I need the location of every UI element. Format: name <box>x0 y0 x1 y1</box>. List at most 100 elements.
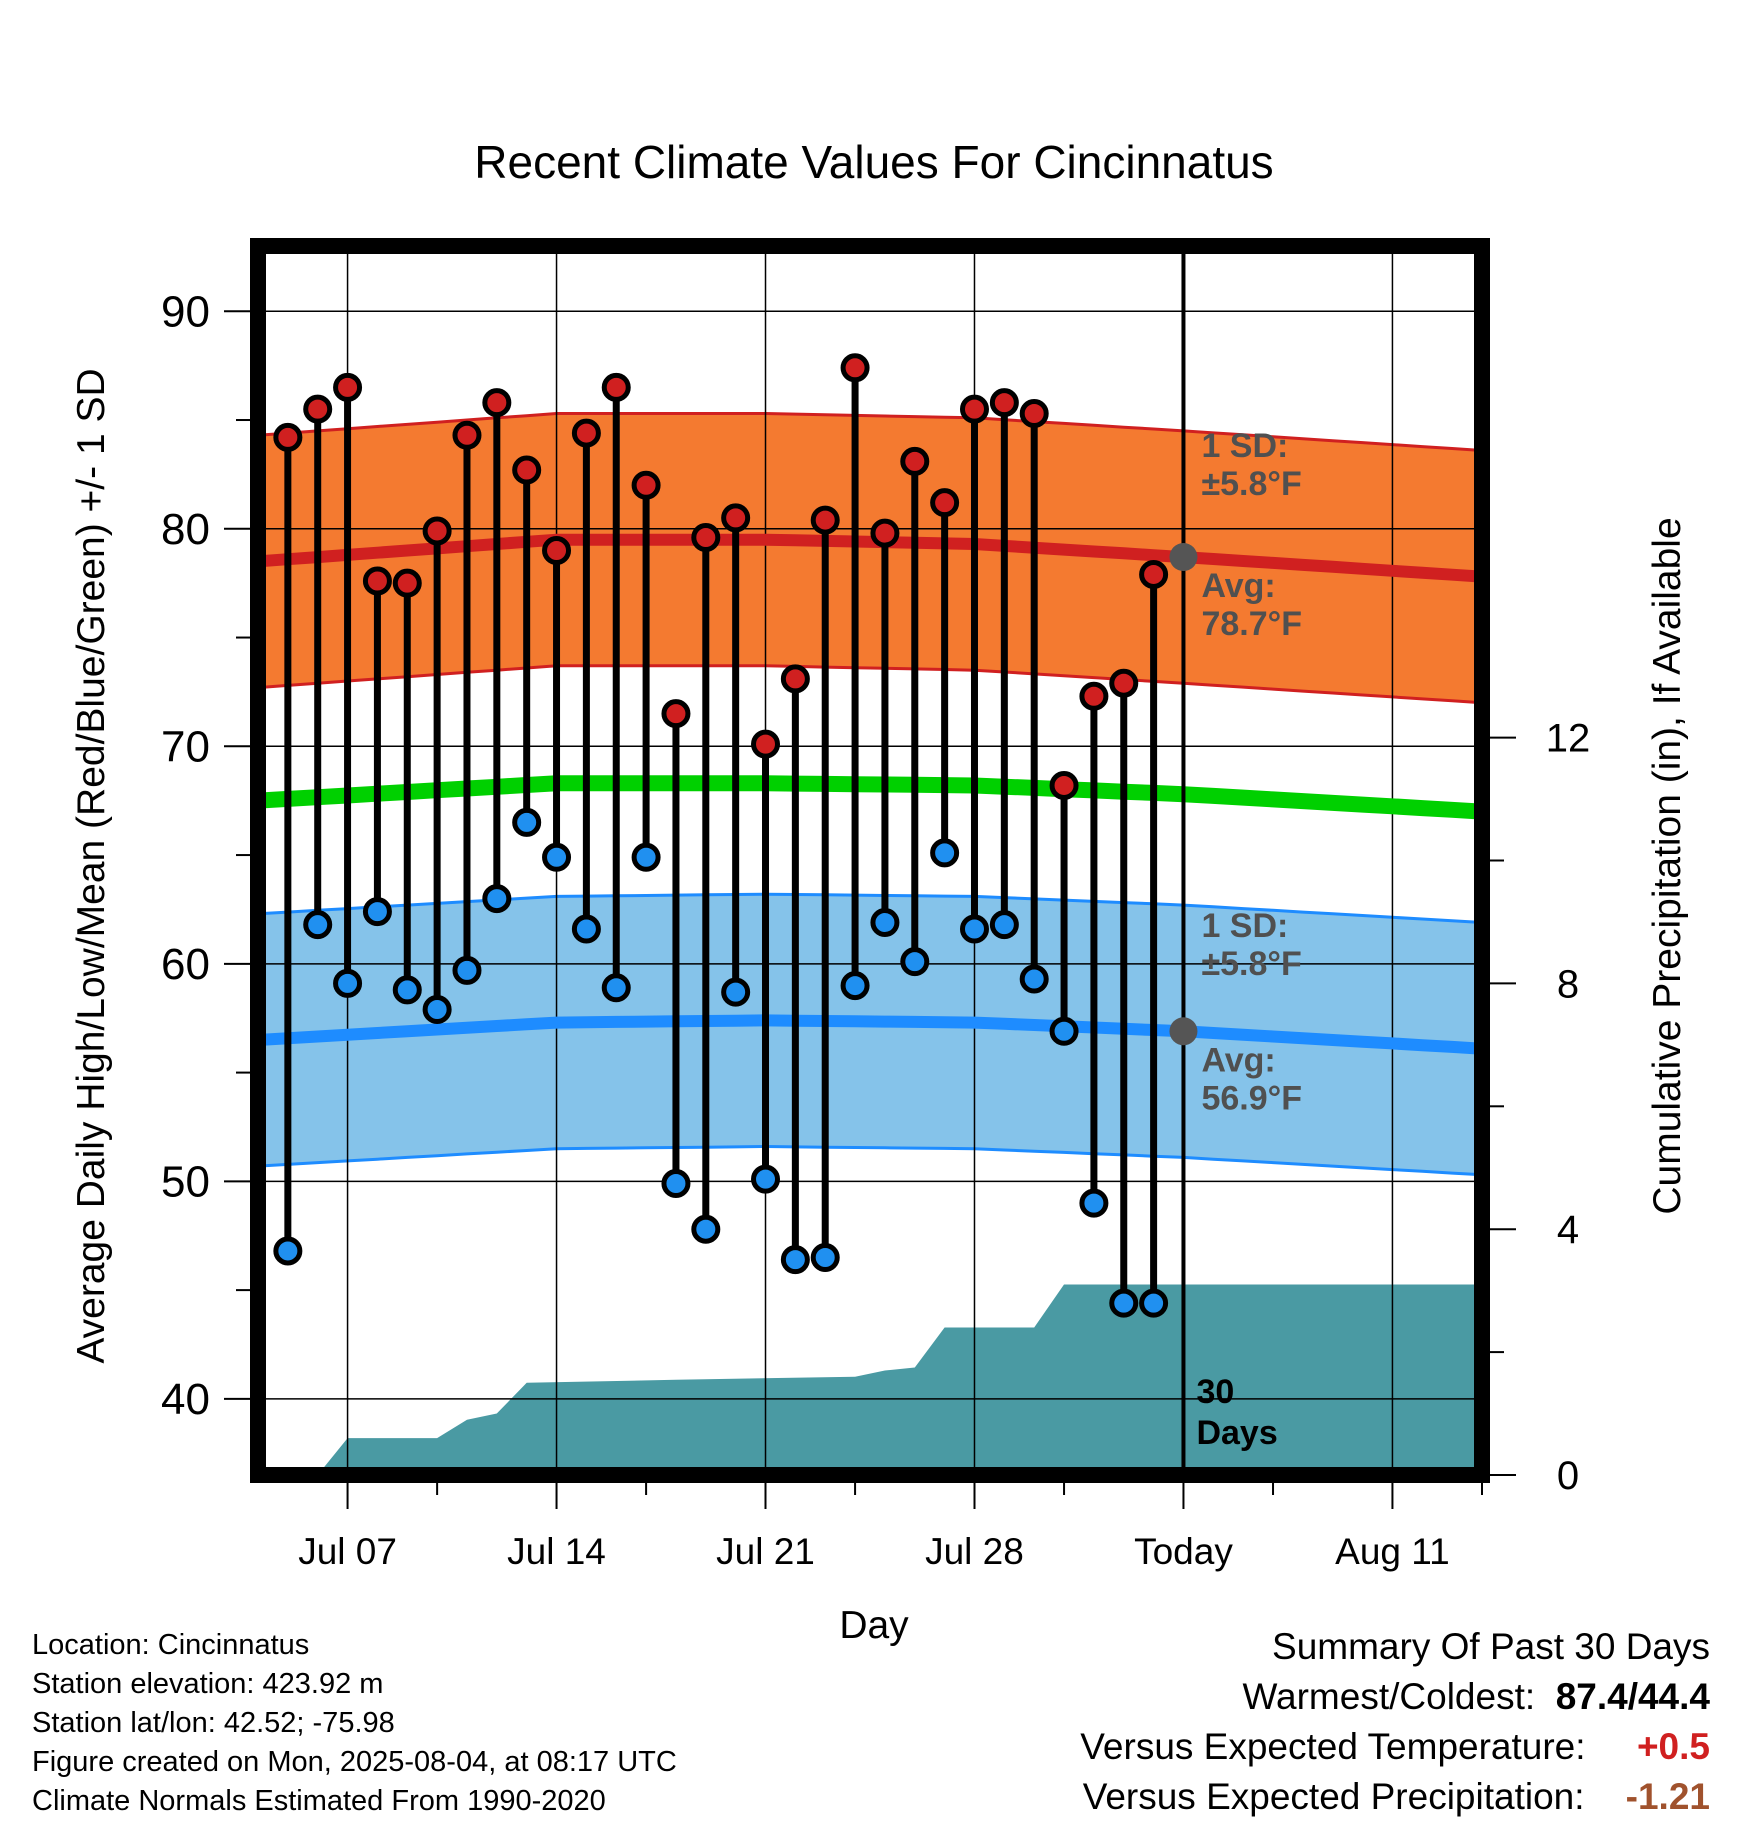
y-tick-label: 70 <box>161 722 210 771</box>
high-point <box>840 353 870 383</box>
low-point <box>571 914 601 944</box>
high-point <box>333 372 363 402</box>
high_sd-label: 1 SD: <box>1201 427 1288 465</box>
normal-high-line <box>258 533 1482 583</box>
low-point <box>542 842 572 872</box>
low-point <box>691 1214 721 1244</box>
low-sd-band-upper-edge <box>258 892 1482 924</box>
observations <box>273 353 1169 1318</box>
low-point <box>392 975 422 1005</box>
footer-latlon: Station lat/lon: 42.52; -75.98 <box>32 1707 395 1739</box>
summary-warmest-value: 87.4/44.4 <box>1555 1676 1710 1717</box>
today-low-marker <box>1169 1017 1198 1046</box>
high-point <box>780 664 810 694</box>
high-point <box>512 455 542 485</box>
normal-mean-line <box>258 775 1482 820</box>
high-point <box>273 422 303 452</box>
high-sd-band-upper-edge <box>258 412 1482 452</box>
low-point <box>870 907 900 937</box>
low-point <box>1109 1288 1139 1318</box>
low-point <box>631 842 661 872</box>
y2-tick-label: 4 <box>1557 1208 1579 1252</box>
low-point <box>1049 1016 1079 1046</box>
footer-location: Location: Cincinnatus <box>32 1629 310 1661</box>
high-point <box>542 536 572 566</box>
high-point <box>1019 398 1049 428</box>
low_sd-value: ±5.8°F <box>1201 945 1301 983</box>
x-tick-label: Jul 14 <box>507 1531 606 1572</box>
summary-precip-row: Versus Expected Precipitation: -1.21 <box>1083 1772 1710 1822</box>
summary-warmest-row: Warmest/Coldest: 87.4/44.4 <box>1242 1672 1710 1722</box>
low_sd-label: 1 SD: <box>1201 907 1288 945</box>
footer-normals: Climate Normals Estimated From 1990-2020 <box>32 1785 606 1817</box>
x-tick-label: Today <box>1134 1531 1233 1572</box>
high-sd-band <box>258 413 1482 703</box>
summary-precip-label: Versus Expected Precipitation: <box>1082 1776 1585 1817</box>
low-point <box>751 1164 781 1194</box>
high-point <box>601 372 631 402</box>
low-point <box>601 973 631 1003</box>
high_sd-value: ±5.8°F <box>1201 465 1301 503</box>
low_avg-label: Avg: <box>1201 1041 1275 1079</box>
high-point <box>482 388 512 418</box>
low-point <box>780 1245 810 1275</box>
footer-elevation: Station elevation: 423.92 m <box>32 1668 384 1700</box>
y-tick-label: 80 <box>161 505 210 554</box>
high-point <box>989 388 1019 418</box>
summary-temp-label: Versus Expected Temperature: <box>1080 1726 1586 1767</box>
summary-precip-value: -1.21 <box>1625 1776 1710 1817</box>
high-point <box>452 420 482 450</box>
high_avg-value: 78.7°F <box>1201 605 1302 643</box>
high-point <box>930 488 960 518</box>
y-axis-label: Average Daily High/Low/Mean (Red/Blue/Gr… <box>70 368 113 1363</box>
summary-warmest-label: Warmest/Coldest: <box>1242 1676 1536 1717</box>
low-point <box>452 955 482 985</box>
summary-temp-row: Versus Expected Temperature: +0.5 <box>1080 1722 1710 1772</box>
low-point <box>661 1169 691 1199</box>
low_avg-value: 56.9°F <box>1201 1079 1302 1117</box>
x-axis: Jul 07 Jul 14 Jul 21 Jul 28 Today Aug 11 <box>298 1483 1483 1572</box>
summary-title: Summary Of Past 30 Days <box>1272 1626 1710 1667</box>
high-point <box>1139 559 1169 589</box>
low-point <box>333 968 363 998</box>
high-point <box>1079 681 1109 711</box>
y2-tick-label: 12 <box>1546 717 1591 761</box>
chart-title: Recent Climate Values For Cincinnatus <box>474 136 1273 188</box>
x-tick-label: Jul 28 <box>925 1531 1024 1572</box>
days-label-text: Days <box>1196 1414 1277 1452</box>
y-tick-label: 60 <box>161 940 210 989</box>
high-point <box>1049 770 1079 800</box>
low-point <box>900 947 930 977</box>
high_avg-label: Avg: <box>1201 567 1275 605</box>
high-point <box>571 418 601 448</box>
low-point <box>959 914 989 944</box>
high-point <box>900 446 930 476</box>
y2-tick-label: 8 <box>1557 962 1579 1006</box>
low-point <box>989 910 1019 940</box>
low-point <box>1139 1288 1169 1318</box>
y-tick-label: 50 <box>161 1157 210 1206</box>
low-point <box>810 1242 840 1272</box>
low-point <box>930 838 960 868</box>
high-point <box>751 729 781 759</box>
low-point <box>840 971 870 1001</box>
high-point <box>661 699 691 729</box>
days-label-number: 30 <box>1196 1373 1234 1411</box>
today-high-marker <box>1169 543 1198 572</box>
high-point <box>721 503 751 533</box>
y-tick-label: 40 <box>161 1375 210 1424</box>
x-tick-label: Jul 21 <box>716 1531 815 1572</box>
low-point <box>422 995 452 1025</box>
x-axis-label: Day <box>839 1604 909 1647</box>
x-tick-label: Jul 07 <box>298 1531 397 1572</box>
low-point <box>273 1236 303 1266</box>
high-point <box>870 518 900 548</box>
y-tick-label: 90 <box>161 287 210 336</box>
normal-low-line <box>258 1014 1482 1055</box>
plot-frame <box>250 238 1490 1483</box>
x-tick-label: Aug 11 <box>1335 1531 1450 1572</box>
high-sd-band-lower-edge <box>258 664 1482 705</box>
low-point <box>362 897 392 927</box>
